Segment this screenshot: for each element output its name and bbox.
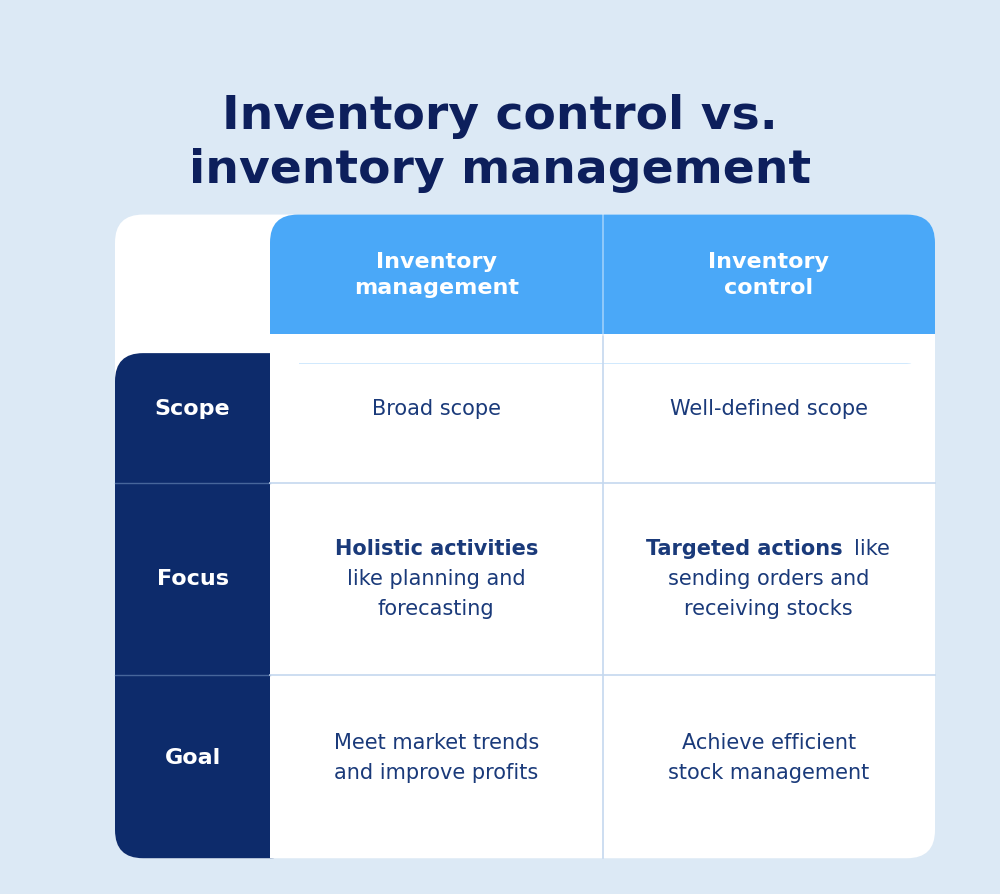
Text: Well-defined scope: Well-defined scope	[670, 399, 868, 419]
FancyBboxPatch shape	[115, 215, 935, 858]
Text: Targeted actions: Targeted actions	[646, 539, 842, 559]
Text: Meet market trends: Meet market trends	[334, 732, 539, 753]
FancyBboxPatch shape	[115, 353, 298, 858]
Text: sending orders and: sending orders and	[668, 569, 869, 589]
Bar	[270, 352, 299, 381]
FancyBboxPatch shape	[270, 215, 935, 363]
Text: and improve profits: and improve profits	[334, 763, 538, 783]
Text: Focus: Focus	[157, 569, 229, 589]
Bar	[270, 334, 935, 363]
Text: stock management: stock management	[668, 763, 869, 783]
Text: Inventory
management: Inventory management	[354, 252, 519, 298]
Text: Achieve efficient: Achieve efficient	[682, 732, 856, 753]
Bar	[270, 353, 299, 858]
Text: like: like	[854, 539, 890, 559]
Text: Goal: Goal	[164, 747, 221, 768]
Text: like planning and: like planning and	[347, 569, 526, 589]
Text: Holistic activities: Holistic activities	[335, 539, 538, 559]
Text: Scope: Scope	[155, 399, 230, 419]
Text: receiving stocks: receiving stocks	[684, 599, 853, 619]
Text: Inventory
control: Inventory control	[708, 252, 829, 298]
Text: Inventory control vs.
inventory management: Inventory control vs. inventory manageme…	[189, 94, 811, 192]
Text: Broad scope: Broad scope	[372, 399, 501, 419]
Text: forecasting: forecasting	[378, 599, 495, 619]
